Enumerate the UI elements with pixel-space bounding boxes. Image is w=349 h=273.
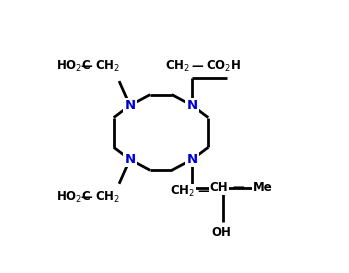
Text: —: —	[232, 181, 244, 194]
Text: —: —	[192, 60, 203, 73]
Text: CH$_2$: CH$_2$	[165, 59, 190, 74]
Text: —: —	[81, 60, 92, 73]
Text: —: —	[81, 191, 92, 204]
Text: CH: CH	[210, 181, 228, 194]
Text: OH: OH	[212, 226, 232, 239]
Text: CH$_2$: CH$_2$	[95, 59, 120, 74]
Text: —: —	[197, 185, 209, 198]
Text: CO$_2$H: CO$_2$H	[206, 59, 241, 74]
Text: N: N	[186, 99, 198, 112]
Text: CH$_2$: CH$_2$	[170, 184, 195, 200]
Text: Me: Me	[253, 181, 273, 194]
Text: N: N	[124, 153, 135, 166]
Text: HO$_2$C: HO$_2$C	[55, 190, 91, 205]
Text: N: N	[124, 99, 135, 112]
Text: N: N	[186, 153, 198, 166]
Text: CH$_2$: CH$_2$	[95, 190, 120, 205]
Text: HO$_2$C: HO$_2$C	[55, 59, 91, 74]
